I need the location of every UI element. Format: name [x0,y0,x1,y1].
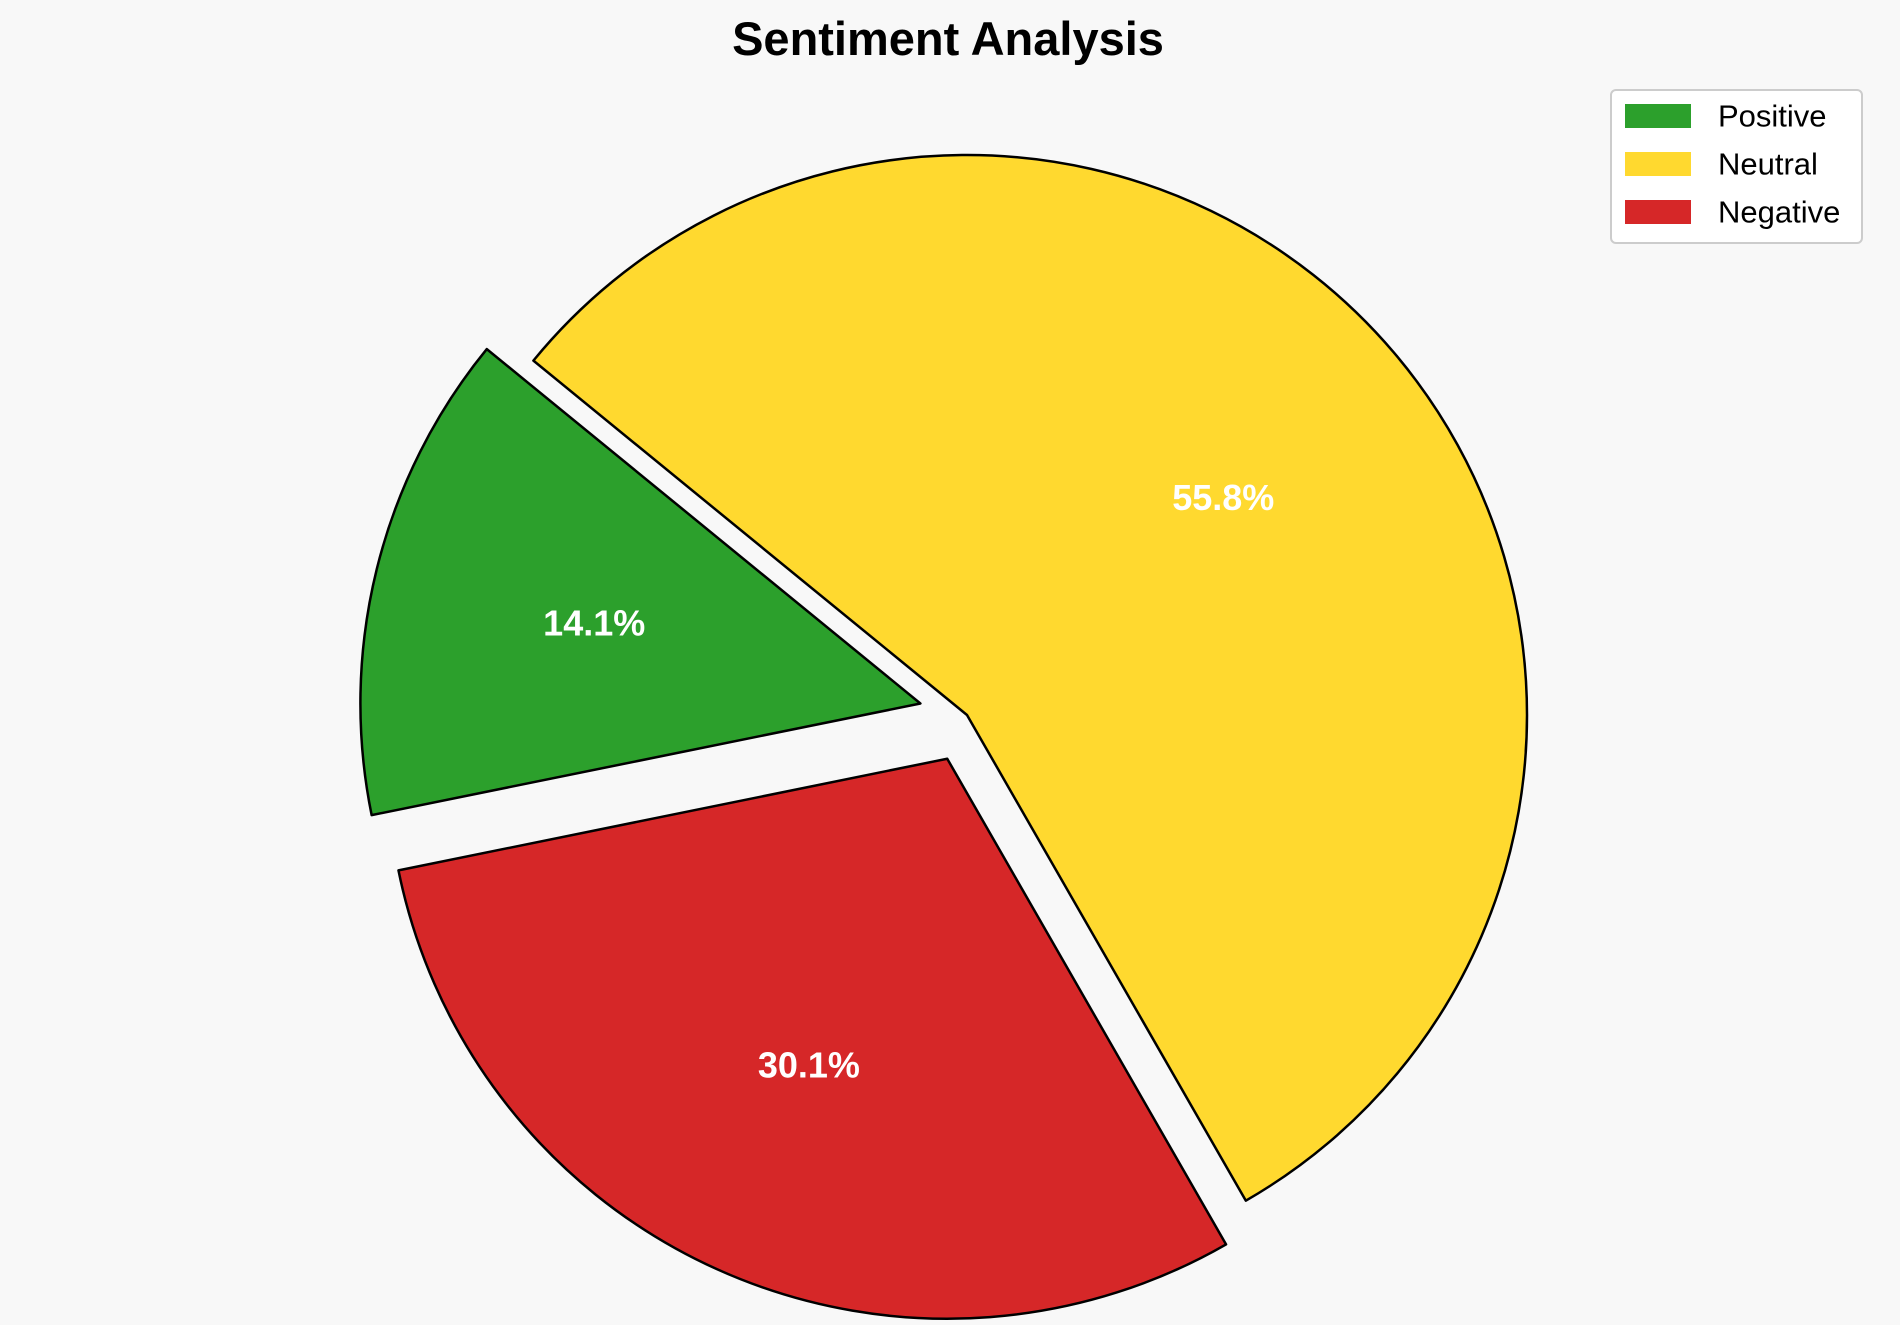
pie-labels: 14.1% 55.8% 30.1% [543,477,1274,1085]
legend-label-negative: Negative [1718,195,1840,230]
slice-label-neutral: 55.8% [1172,477,1274,518]
pie-slice-positive [359,347,922,817]
pie-slice-neutral [532,153,1529,1202]
chart-title: Sentiment Analysis [732,12,1164,65]
legend-label-positive: Positive [1718,99,1827,134]
legend-swatch-neutral [1625,152,1691,176]
pie-slices [359,153,1529,1320]
pie-slice-negative [397,757,1228,1320]
legend-swatch-positive [1625,104,1691,128]
slice-label-negative: 30.1% [758,1044,860,1085]
legend-label-neutral: Neutral [1718,147,1818,182]
legend-swatch-negative [1625,200,1691,224]
slice-label-positive: 14.1% [543,602,645,643]
legend: Positive Neutral Negative [1610,89,1863,244]
legend-items: Positive Neutral Negative [1625,99,1840,230]
